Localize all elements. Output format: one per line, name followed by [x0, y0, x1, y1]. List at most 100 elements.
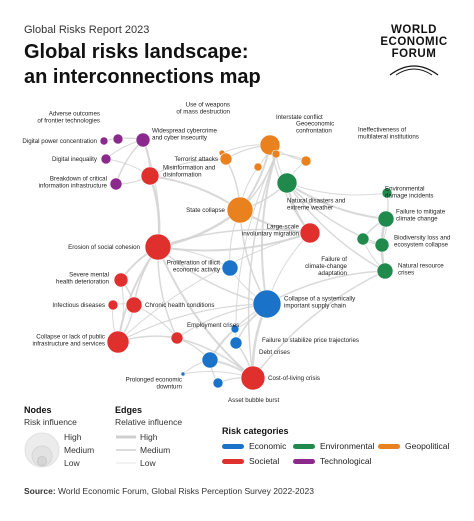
label-ineff-line-2: multilateral institutions [358, 134, 419, 141]
label-cyber-line-2: and cyber insecurity [152, 135, 208, 142]
label-breakdown-line-2: information infrastructure [39, 183, 108, 190]
label-climate-adapt-line-1: Failure of [321, 256, 347, 263]
node-misinfo [140, 166, 160, 186]
source-note: Source: World Economic Forum, Global Ris… [24, 486, 314, 496]
node-cyber [135, 132, 151, 148]
label-terror: Terrorist attacks [174, 156, 218, 163]
node-ineff [300, 155, 312, 167]
legend-cat-economic: Economic [222, 441, 286, 451]
node-debt [201, 351, 219, 369]
geopolitical-swatch [378, 443, 400, 449]
label-supply-line-1: Collapse of a systemically [284, 295, 356, 302]
legend-cat-technological: Technological [293, 456, 372, 466]
edge-migration-public-infra [117, 232, 311, 343]
edge-geoecon-supply [260, 153, 277, 305]
label-digital-power: Digital power concentration [22, 138, 97, 145]
logo-arc-icon [389, 65, 439, 76]
node-mental [113, 272, 129, 288]
legend-cat-technological-label: Technological [320, 456, 372, 466]
legend-edges-subtitle: Relative influence [115, 417, 183, 427]
label-bubble: Asset bubble burst [228, 397, 280, 404]
edge-migration-erosion [157, 228, 311, 248]
legend-node-low: Low [64, 458, 80, 468]
legend-nodes-subtitle: Risk influence [24, 417, 77, 427]
nodes-layer [99, 132, 395, 391]
node-chronic [125, 296, 143, 314]
label-erosion: Erosion of social cohesion [68, 244, 140, 251]
label-downturn-line-2: downturn [157, 384, 183, 391]
label-climate-adapt-line-2: climate-change [305, 263, 348, 270]
label-downturn-line-1: Prolonged economic [126, 376, 182, 383]
label-adverse-line-1: Adverse outcomes [49, 110, 100, 117]
node-migration [299, 222, 321, 244]
edge-state-collapse-misinfo [149, 175, 241, 211]
node-climate-mit [377, 210, 395, 228]
label-breakdown-line-1: Breakdown of critical [50, 175, 107, 182]
label-wmd-line-1: Use of weapons [186, 101, 230, 108]
label-illicit-line-2: economic activity [173, 267, 221, 274]
node-digital-ineq [100, 153, 112, 165]
label-natural-line-2: extreme weather [287, 205, 333, 212]
legend-cat-societal: Societal [222, 456, 279, 466]
node-adverse [112, 133, 124, 145]
technological-swatch [293, 458, 315, 464]
edge-natural-biodiv [286, 182, 383, 246]
label-biodiv-line-2: ecosystem collapse [394, 242, 449, 249]
source-text: World Economic Forum, Global Risks Perce… [55, 486, 314, 496]
societal-swatch [222, 458, 244, 464]
label-ineff-line-1: Ineffectiveness of [358, 126, 406, 133]
label-employment: Employment crises [187, 322, 239, 329]
label-cost-living: Cost-of-living crisis [268, 375, 320, 382]
node-bubble [212, 377, 224, 389]
wef-logo: WORLD ECONOMIC FORUM [378, 24, 450, 77]
label-geoecon-line-1: Geoeconomic [296, 120, 334, 127]
legend-edge-lines [116, 435, 136, 464]
label-public-infra-line-2: infrastructure and services [32, 341, 105, 348]
label-illicit-line-1: Proliferation of illicit [167, 259, 221, 266]
legend-node-medium: Medium [64, 445, 95, 455]
node-natural [276, 172, 298, 194]
node-biodiv [374, 237, 390, 253]
legend-cat-societal-label: Societal [249, 456, 280, 466]
edge-natural-env-damage [286, 182, 388, 196]
node-erosion [144, 233, 172, 261]
label-migration-line-1: Large-scale [267, 223, 300, 230]
label-digital-ineq: Digital inequality [52, 156, 98, 163]
label-nat-resource-line-1: Natural resource [398, 262, 444, 269]
label-adverse-line-2: of frontier technologies [37, 118, 100, 125]
label-climate-mit-line-2: climate change [396, 216, 438, 223]
legend-categories-title: Risk categories [222, 426, 289, 436]
label-supply-line-2: important supply chain [284, 303, 346, 310]
edge-natural-nat-resource [286, 182, 386, 272]
label-mental-line-1: Severe mental [69, 271, 109, 278]
legend-node-high: High [64, 432, 82, 442]
legend-cat-geopolitical-label: Geopolitical [405, 441, 450, 451]
label-env-damage-line-1: Environmental [385, 185, 425, 192]
legend-cat-environmental: Environmental [293, 441, 374, 451]
node-hub-geo [253, 162, 263, 172]
legend-edge-high: High [140, 432, 158, 442]
node-hub-econ [230, 324, 240, 334]
title-line-2: an interconnections map [24, 66, 261, 88]
legend-nodes-title: Nodes [24, 405, 52, 415]
label-misinfo-line-2: disinformation [163, 172, 202, 179]
node-climate-adapt [356, 232, 370, 246]
label-infectious: Infectious diseases [52, 302, 105, 309]
label-misinfo-line-1: Misinformation and [163, 164, 216, 171]
node-env-damage [381, 187, 393, 199]
label-interstate: Interstate conflict [276, 114, 323, 121]
label-price: Failure to stabilize price trajectories [262, 337, 359, 344]
label-public-infra-line-1: Collapse or lack of public [36, 333, 105, 340]
node-breakdown [109, 177, 123, 191]
label-natural-line-1: Natural disasters and [287, 197, 346, 204]
legend-edges-title: Edges [115, 405, 143, 415]
legend-edge-low: Low [140, 458, 156, 468]
node-cost-living [240, 365, 266, 391]
legend-cat-geopolitical: Geopolitical [378, 441, 449, 451]
label-env-damage-line-2: damage incidents [385, 193, 434, 200]
label-climate-mit-line-1: Failure to mitigate [396, 208, 446, 215]
label-chronic: Chronic health conditions [145, 302, 214, 309]
logo-word-2: ECONOMIC [380, 36, 448, 48]
